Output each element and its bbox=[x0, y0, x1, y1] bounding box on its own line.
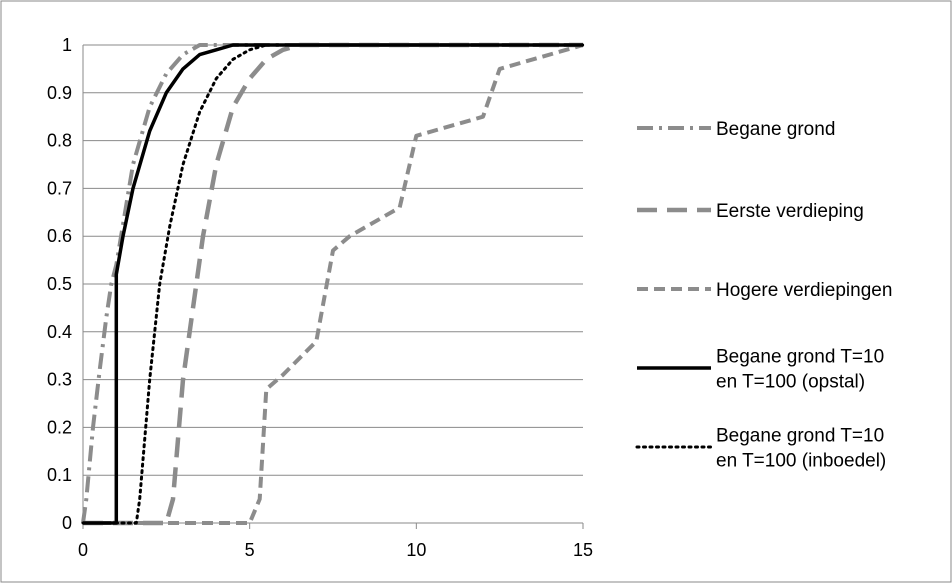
y-tick-label: 0.8 bbox=[47, 131, 72, 151]
y-tick-label: 0.3 bbox=[47, 370, 72, 390]
y-tick-label: 0.5 bbox=[47, 274, 72, 294]
legend-label-5: en T=100 (inboedel) bbox=[716, 451, 886, 472]
x-axis: 0 5 10 15 bbox=[78, 45, 593, 560]
legend-label-2: Eerste verdieping bbox=[716, 201, 864, 222]
y-tick-label: 0.4 bbox=[47, 322, 72, 342]
series-line-4 bbox=[83, 43, 583, 525]
y-tick-label: 0.7 bbox=[47, 178, 72, 198]
x-tick-label: 5 bbox=[245, 540, 255, 560]
y-tick-label: 0.2 bbox=[47, 417, 72, 437]
series-lines bbox=[81, 42, 585, 526]
legend-label-1: Begane grond bbox=[716, 119, 835, 140]
series-line-5 bbox=[81, 43, 585, 525]
y-tick-label: 0.9 bbox=[47, 83, 72, 103]
y-tick-label: 0.1 bbox=[47, 465, 72, 485]
y-axis-tick-labels: 0 0.1 0.2 0.3 0.4 0.5 0.6 0.7 0.8 0.9 1 bbox=[47, 35, 72, 533]
legend-label-4: en T=100 (opstal) bbox=[716, 372, 865, 393]
x-tick-label: 10 bbox=[406, 540, 426, 560]
legend: Begane grond Eerste verdieping Hogere verd… bbox=[635, 119, 892, 472]
y-tick-label: 0.6 bbox=[47, 226, 72, 246]
legend-label-3: Hogere verdiepingen bbox=[716, 280, 892, 301]
x-tick-label: 0 bbox=[78, 540, 88, 560]
y-tick-label: 1 bbox=[62, 35, 72, 55]
series-line-3 bbox=[83, 43, 584, 525]
legend-label-5: Begane grond T=10 bbox=[716, 426, 884, 447]
y-tick-label: 0 bbox=[62, 513, 72, 533]
series-line-2 bbox=[83, 42, 583, 526]
x-tick-label: 15 bbox=[573, 540, 593, 560]
legend-label-4: Begane grond T=10 bbox=[716, 347, 884, 368]
